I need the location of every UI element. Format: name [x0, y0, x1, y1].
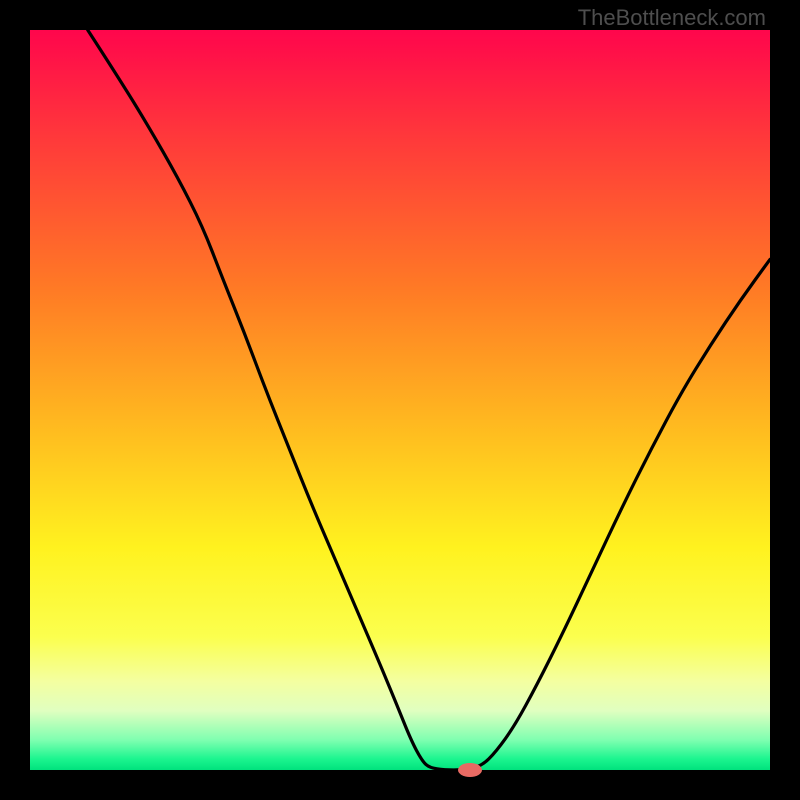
curve-layer — [30, 30, 770, 770]
plot-area — [30, 30, 770, 770]
watermark-text: TheBottleneck.com — [578, 5, 766, 31]
bottleneck-curve — [88, 30, 770, 770]
chart-stage: TheBottleneck.com — [0, 0, 800, 800]
optimal-point-marker — [458, 763, 482, 777]
